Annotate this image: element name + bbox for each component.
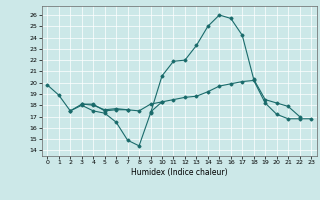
X-axis label: Humidex (Indice chaleur): Humidex (Indice chaleur) <box>131 168 228 177</box>
